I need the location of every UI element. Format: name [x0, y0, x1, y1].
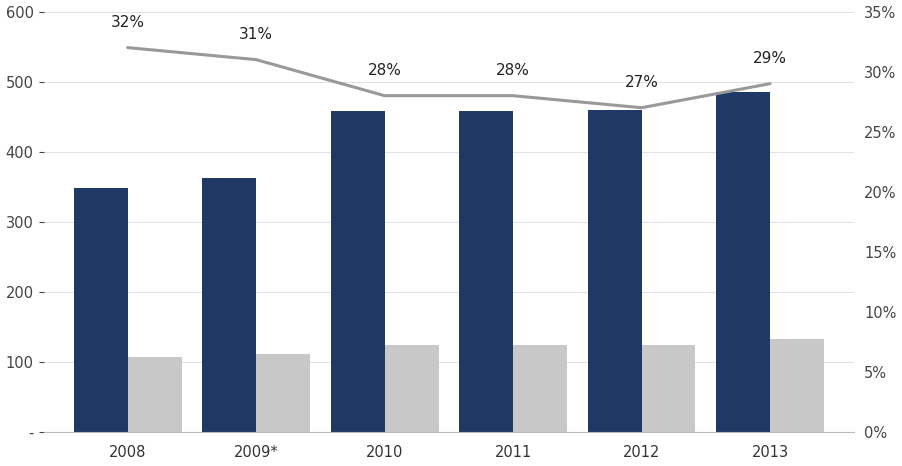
- Bar: [716, 92, 770, 432]
- Bar: [770, 339, 824, 432]
- Text: 29%: 29%: [753, 51, 787, 66]
- Text: 31%: 31%: [239, 27, 273, 41]
- Text: 28%: 28%: [496, 62, 530, 78]
- Bar: [513, 344, 567, 432]
- Bar: [127, 356, 181, 432]
- Bar: [641, 345, 695, 432]
- Text: 28%: 28%: [368, 62, 401, 78]
- Text: 27%: 27%: [624, 75, 658, 89]
- Bar: [459, 111, 513, 432]
- Text: 32%: 32%: [111, 14, 144, 29]
- Bar: [256, 354, 310, 432]
- Bar: [331, 111, 384, 432]
- Bar: [384, 344, 438, 432]
- Bar: [74, 188, 127, 432]
- Bar: [202, 178, 256, 432]
- Bar: [587, 110, 641, 432]
